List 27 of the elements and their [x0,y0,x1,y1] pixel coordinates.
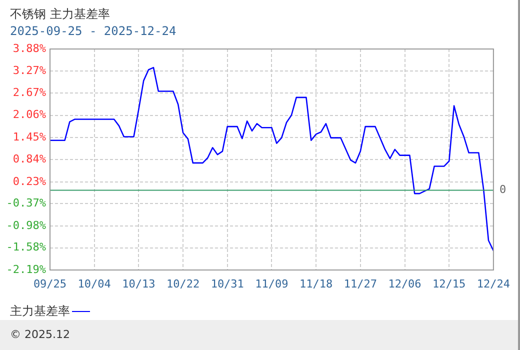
x-tick-label: 10/04 [78,277,112,290]
y-tick-label: 0.84% [12,152,46,166]
y-tick-label: 0.23% [12,174,46,188]
y-tick-label: -0.37% [6,196,46,210]
y-tick-label: 2.06% [12,108,46,122]
y-tick-label: 1.45% [12,130,46,144]
x-tick-label: 12/24 [476,277,510,290]
legend-label: 主力基差率 [10,303,70,320]
chart-title: 不锈钢 主力基差率 [10,6,110,23]
x-tick-label: 10/31 [210,277,244,290]
text: © 2025.12 [10,328,70,341]
x-tick-label: 11/27 [344,277,377,290]
y-tick-label: 2.67% [12,86,46,99]
x-tick-label: 12/15 [432,277,466,290]
y-tick-label: 3.27% [12,64,46,78]
x-tick-label: 11/18 [300,277,333,290]
y-tick-label: -0.98% [6,218,46,232]
x-tick-label: 11/09 [255,277,288,290]
chart-subtitle: 2025-09-25 - 2025-12-24 [10,24,176,38]
x-tick-label: 10/22 [166,277,200,290]
x-tick-label: 09/25 [33,277,67,290]
y-tick-label: 3.88% [12,42,46,55]
ref-line-label: 0 [499,183,506,196]
y-tick-label: -2.19% [6,262,46,276]
x-tick-label: 10/13 [122,277,156,290]
y-tick-label: -1.58% [6,240,46,254]
x-tick-label: 12/06 [388,277,422,290]
